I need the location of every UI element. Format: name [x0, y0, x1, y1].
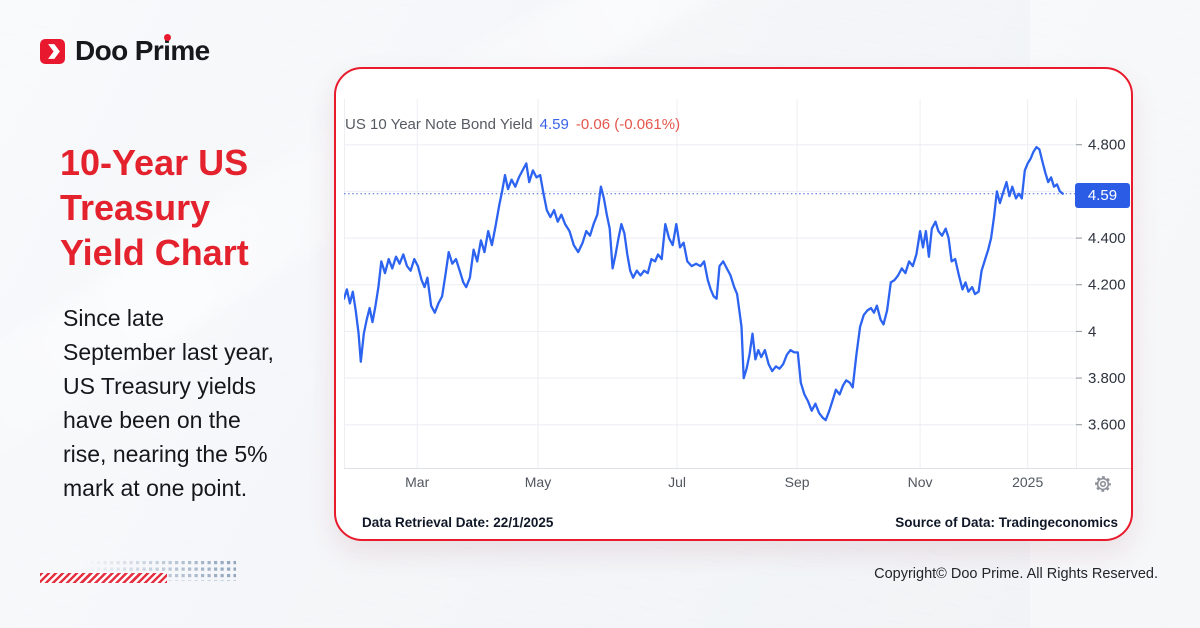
y-axis-label: 3.600 — [1088, 417, 1126, 434]
x-axis: Mar May Jul Sep Nov 2025 — [336, 474, 1131, 494]
copyright-text: Copyright© Doo Prime. All Rights Reserve… — [874, 566, 1158, 582]
page-title: 10-Year US Treasury Yield Chart — [60, 142, 249, 273]
chart-header: US 10 Year Note Bond Yield 4.59 -0.06 (-… — [345, 116, 680, 133]
y-axis-label: 4.800 — [1088, 137, 1126, 154]
data-retrieval-date: Data Retrieval Date: 22/1/2025 — [362, 515, 554, 530]
logo-i-dot — [164, 34, 171, 41]
x-axis-label: 2025 — [1012, 474, 1044, 490]
data-source: Source of Data: Tradingeconomics — [895, 515, 1118, 530]
y-axis-label: 4.400 — [1088, 230, 1126, 247]
doo-prime-logo-icon — [40, 38, 65, 64]
yield-line-chart: 4.800 4.400 4.200 4 3.800 3.600 — [344, 99, 1131, 469]
settings-gear-icon[interactable] — [1093, 474, 1113, 494]
chart-card: 4.800 4.400 4.200 4 3.800 3.600 US 10 Year No… — [334, 67, 1133, 541]
chart-change-value: -0.06 (-0.061%) — [575, 116, 681, 133]
y-axis-label: 4 — [1088, 323, 1096, 340]
y-axis-label: 4.200 — [1088, 277, 1126, 294]
x-axis-label: Jul — [668, 474, 686, 490]
chart-card-inner: 4.800 4.400 4.200 4 3.800 3.600 US 10 Year No… — [336, 69, 1131, 539]
x-axis-label: Mar — [405, 474, 430, 490]
doo-prime-logo-text: Doo Prime — [75, 34, 210, 66]
x-axis-label: Nov — [907, 474, 933, 490]
red-hatch-bar-decoration — [40, 573, 167, 583]
chart-last-price: 4.59 — [539, 116, 569, 133]
description-text: Since late September last year, US Treas… — [63, 305, 274, 501]
x-axis-label: May — [524, 474, 552, 490]
current-price-badge: 4.59 — [1075, 183, 1130, 208]
chart-title: US 10 Year Note Bond Yield — [345, 116, 533, 133]
doo-prime-logo: Doo Prime — [40, 34, 210, 67]
x-axis-label: Sep — [784, 474, 810, 490]
y-axis-label: 3.800 — [1088, 370, 1126, 387]
